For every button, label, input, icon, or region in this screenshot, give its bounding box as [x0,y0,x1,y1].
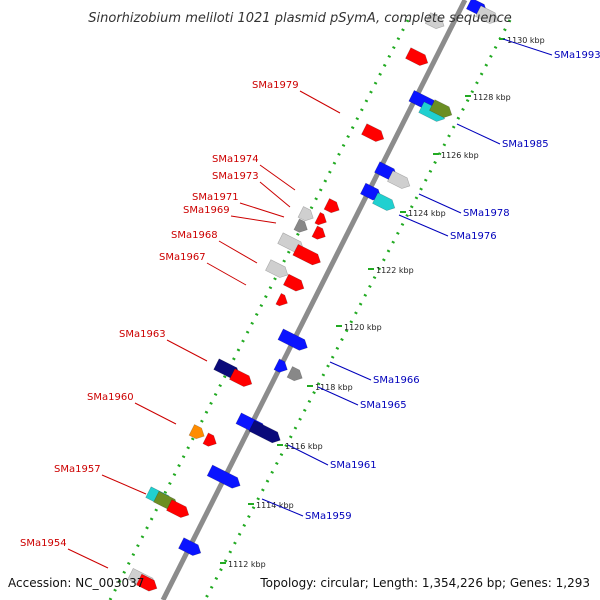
tick-label: 1120 kbp [344,323,382,332]
gene-arrow[interactable] [275,292,290,308]
gene-label[interactable]: SMa1976 [450,231,497,242]
gene-label[interactable]: SMa1966 [373,375,420,386]
label-leader-line [261,498,304,517]
gene-label[interactable]: SMa1957 [54,464,101,475]
gene-arrow[interactable] [323,198,342,215]
gene-label[interactable]: SMa1973 [212,171,259,182]
gene-label[interactable]: SMa1968 [171,230,218,241]
gene-arrow[interactable] [202,432,219,449]
gene-arrow[interactable] [273,358,290,375]
tick-label: 1114 kbp [256,501,294,510]
label-leader-line [230,215,277,224]
gene-label[interactable]: SMa1969 [183,205,230,216]
label-leader-line [502,38,553,56]
label-leader-line [329,361,372,381]
gene-arrow[interactable] [248,420,283,445]
gene-label[interactable]: SMa1954 [20,538,67,549]
gene-arrow[interactable] [178,537,203,559]
gene-label[interactable]: SMa1971 [192,192,239,203]
gene-arrow[interactable] [293,218,310,235]
gene-arrow[interactable] [229,368,254,390]
gene-label[interactable]: SMa1993 [554,50,600,61]
gene-arrow[interactable] [418,101,448,124]
gene-label[interactable]: SMa1985 [502,139,549,150]
gene-arrow[interactable] [282,273,306,294]
gene-arrow[interactable] [206,464,243,491]
gene-arrow[interactable] [361,123,386,145]
sequence-backbone [160,0,468,600]
label-leader-line [456,123,501,145]
gene-arrow[interactable] [188,424,207,441]
gene-label[interactable]: SMa1967 [159,252,206,263]
gene-label[interactable]: SMa1979 [252,80,299,91]
tick-label: 1116 kbp [285,442,323,451]
gene-arrow[interactable] [424,12,446,32]
tick-label: 1122 kbp [376,266,414,275]
label-leader-line [299,90,341,114]
label-leader-line [259,181,291,208]
gene-label[interactable]: SMa1974 [212,154,259,165]
label-leader-line [101,474,147,495]
map-title: Sinorhizobium meliloti 1021 plasmid pSym… [88,11,511,26]
gene-arrow[interactable] [372,192,397,214]
gene-arrow[interactable] [314,211,329,227]
tick-label: 1130 kbp [507,36,545,45]
label-leader-line [398,214,449,237]
gene-label[interactable]: SMa1965 [360,400,407,411]
label-leader-line [134,402,177,425]
gene-arrow[interactable] [405,47,430,69]
gene-arrow[interactable] [286,366,305,383]
label-leader-line [259,164,296,191]
gene-label[interactable]: SMa1963 [119,329,166,340]
label-leader-line [218,240,258,264]
tick-label: 1126 kbp [441,151,479,160]
gene-arrow[interactable] [475,5,500,27]
gene-arrow[interactable] [135,573,159,594]
label-leader-line [418,193,462,214]
label-leader-line [206,262,247,286]
gene-label[interactable]: SMa1960 [87,392,134,403]
tick-label: 1124 kbp [408,209,446,218]
gene-arrow[interactable] [387,170,412,192]
label-leader-line [287,444,329,466]
tick-label: 1118 kbp [315,383,353,392]
accession-text: Accession: NC_003037 [8,576,144,590]
gene-arrow[interactable] [297,206,316,223]
gene-label[interactable]: SMa1961 [330,460,377,471]
label-leader-line [317,386,359,406]
tick-label: 1128 kbp [473,93,511,102]
label-leader-line [67,548,109,569]
gene-arrow[interactable] [292,243,323,267]
gene-arrow[interactable] [265,259,290,281]
gene-arrow[interactable] [277,328,310,353]
outer-track-left [108,19,410,600]
gene-label[interactable]: SMa1978 [463,208,510,219]
gene-arrow[interactable] [166,499,191,521]
gene-arrow[interactable] [429,99,454,121]
topology-text: Topology: circular; Length: 1,354,226 bp… [259,576,590,590]
gene-label[interactable]: SMa1959 [305,511,352,522]
tick-label: 1112 kbp [228,560,266,569]
label-leader-line [239,202,285,218]
label-leader-line [166,339,208,362]
gene-arrow[interactable] [311,225,328,242]
outer-track-right [203,19,512,600]
